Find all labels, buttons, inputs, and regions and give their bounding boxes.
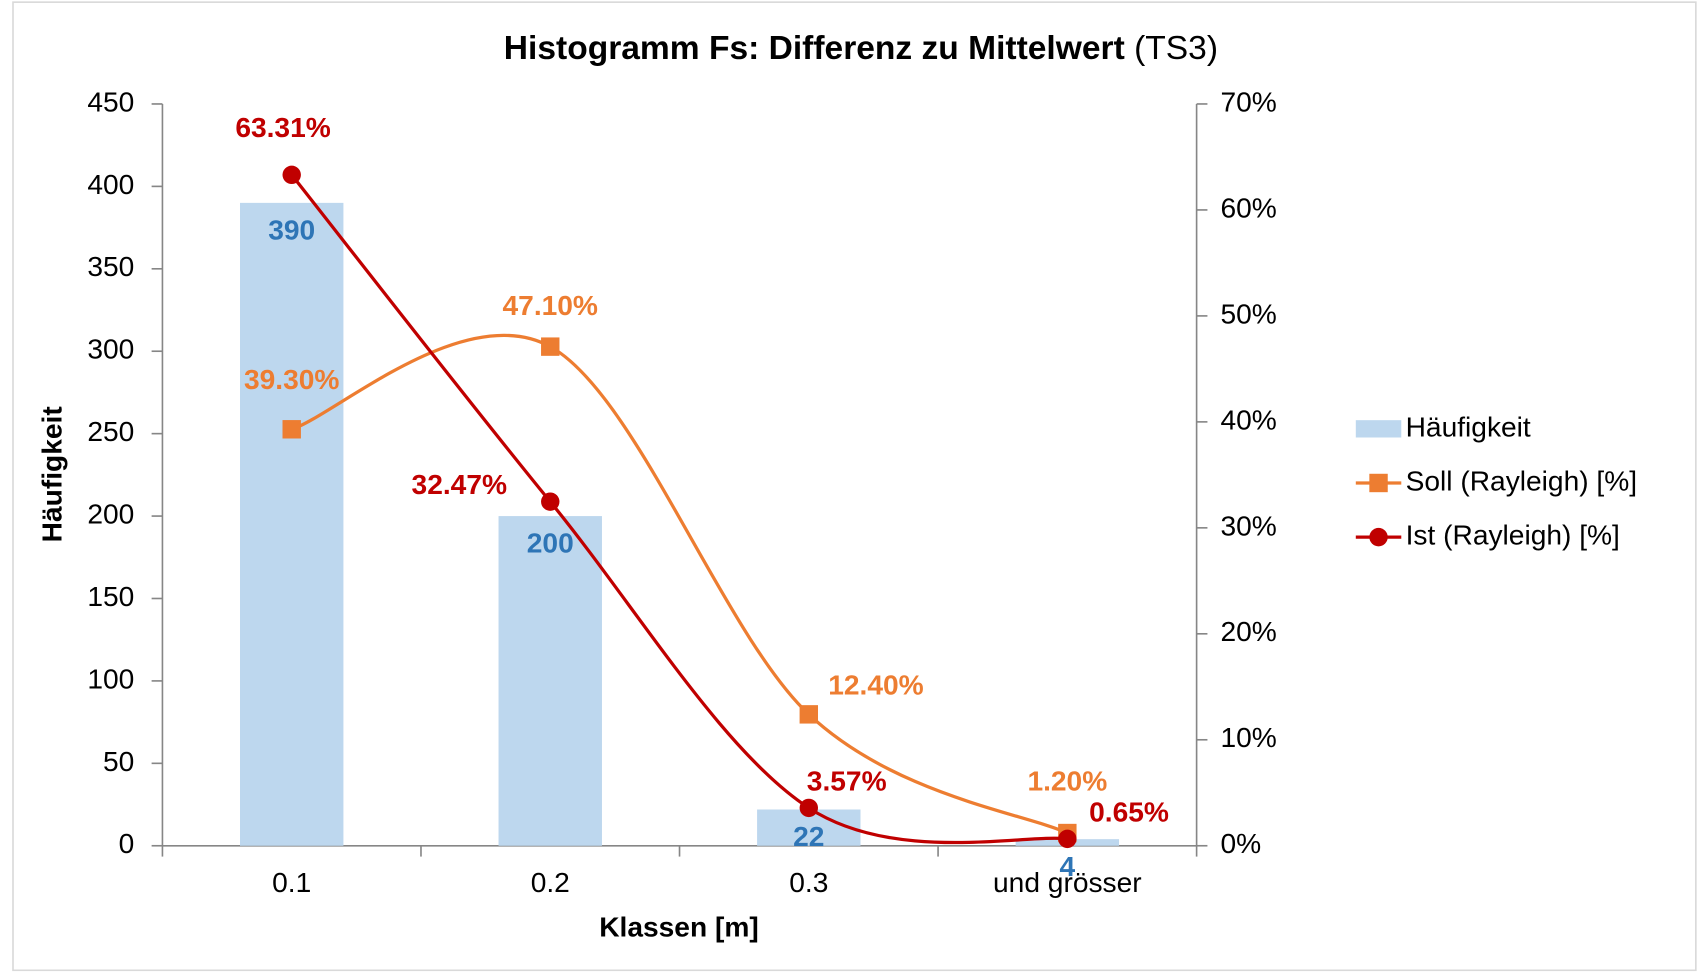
line-value-label: 32.47% [412, 469, 507, 500]
marker [282, 165, 301, 185]
title-main: Histogramm Fs: Differenz zu Mittelwert [504, 30, 1125, 67]
y-tick-label: 350 [87, 251, 134, 282]
line-value-label: 12.40% [828, 670, 923, 701]
line-value-label: 39.30% [244, 364, 339, 395]
line-value-label: 63.31% [235, 112, 330, 143]
y2-tick-label: 60% [1220, 192, 1276, 223]
marker [282, 420, 301, 439]
marker [799, 705, 819, 724]
y2-tick-label: 50% [1220, 298, 1276, 329]
y-axis-title: Häufigkeit [37, 406, 68, 543]
y-tick-label: 300 [87, 334, 134, 365]
x-tick-label: 0.1 [272, 867, 311, 898]
legend-label: Ist (Rayleigh) [%] [1406, 520, 1620, 551]
y2-tick-label: 40% [1220, 404, 1276, 435]
line [291, 333, 1069, 835]
y2-tick-label: 30% [1220, 510, 1276, 541]
marker [799, 798, 819, 818]
line [290, 173, 1068, 845]
legend-label: Soll (Rayleigh) [%] [1406, 465, 1637, 496]
bar-value-label: 390 [268, 215, 315, 246]
marker [541, 337, 560, 356]
y-tick-label: 100 [87, 663, 134, 694]
y-tick-label: 400 [87, 169, 134, 200]
y2-tick-label: 0% [1220, 828, 1261, 859]
bar-value-label: 200 [527, 528, 574, 559]
line-value-label: 0.65% [1089, 796, 1169, 827]
x-tick-label: und grösser [993, 867, 1142, 898]
legend-swatch [1355, 420, 1402, 438]
marker [541, 492, 560, 511]
y-tick-label: 50 [103, 746, 134, 777]
x-tick-label: 0.2 [531, 867, 570, 898]
bar-value-label: 22 [793, 821, 824, 852]
y-tick-label: 450 [87, 86, 134, 117]
line-value-label: 3.57% [807, 765, 887, 796]
bar [239, 202, 344, 846]
legend-marker [1369, 473, 1388, 493]
y2-tick-label: 10% [1220, 722, 1276, 753]
y-tick-label: 200 [87, 499, 134, 530]
y2-tick-label: 20% [1220, 616, 1276, 647]
marker [1058, 829, 1077, 849]
x-axis-title: Klassen [m] [599, 912, 759, 943]
line-value-label: 47.10% [503, 290, 598, 321]
title-suffix: (TS3) [1134, 30, 1218, 67]
y-tick-label: 250 [87, 416, 134, 447]
legend-marker [1369, 527, 1388, 547]
x-tick-label: 0.3 [789, 867, 828, 898]
y-tick-label: 150 [87, 581, 134, 612]
line-value-label: 1.20% [1027, 766, 1107, 797]
legend-label: Häufigkeit [1406, 411, 1531, 442]
bar [498, 516, 602, 846]
y2-tick-label: 70% [1220, 86, 1276, 117]
y-tick-label: 0 [119, 828, 135, 859]
chart-title: Histogramm Fs: Differenz zu Mittelwert (… [504, 30, 1218, 67]
bar-value-label: 4 [1060, 851, 1076, 882]
